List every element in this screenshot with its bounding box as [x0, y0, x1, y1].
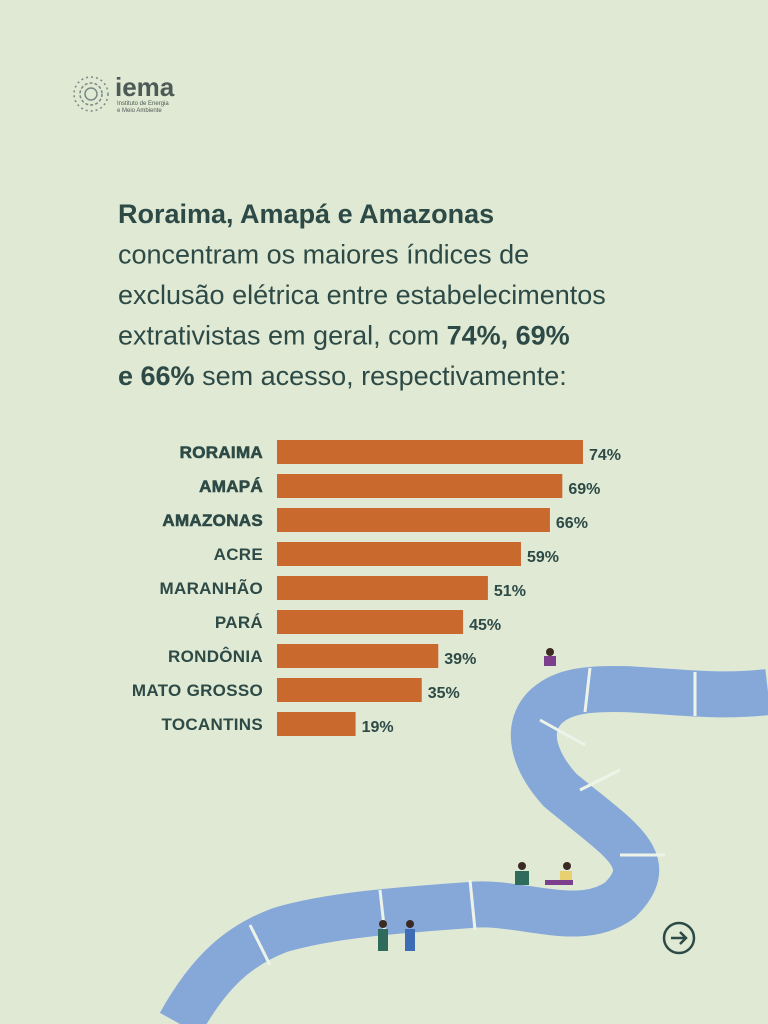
- bar: [277, 508, 550, 532]
- bar: [277, 474, 563, 498]
- bar-chart: RORAIMA 74% AMAPÁ 69% AMAZONAS 66% ACRE 59% MARA…: [132, 440, 621, 736]
- headline-line: extrativistas em geral, com 74%, 69%: [118, 321, 570, 351]
- headline-segment: exclusão elétrica entre estabelecimentos: [118, 280, 606, 310]
- bar: [277, 440, 583, 464]
- headline-line: Roraima, Amapá e Amazonas: [118, 199, 494, 229]
- category-label: TOCANTINS: [161, 715, 263, 734]
- category-label: RORAIMA: [180, 443, 263, 462]
- headline-line: concentram os maiores índices de: [118, 240, 529, 270]
- river: [159, 665, 768, 1024]
- headline-segment: Roraima, Amapá e Amazonas: [118, 199, 494, 229]
- headline-segment: e 66%: [118, 361, 195, 391]
- value-label: 59%: [527, 549, 559, 566]
- logo-subtitle: e Meio Ambiente: [117, 108, 162, 114]
- category-label: MARANHÃO: [160, 578, 263, 598]
- headline-segment: 74%, 69%: [447, 321, 570, 351]
- headline-line: e 66% sem acesso, respectivamente:: [118, 361, 567, 391]
- next-button[interactable]: [662, 921, 696, 955]
- category-label: AMAPÁ: [199, 477, 263, 496]
- category-label: MATO GROSSO: [132, 681, 263, 700]
- bar: [277, 576, 488, 600]
- headline-segment: extrativistas em geral, com: [118, 321, 447, 351]
- category-label: PARÁ: [215, 613, 263, 632]
- value-label: 35%: [428, 685, 460, 702]
- logo-mark: [73, 76, 109, 112]
- value-label: 51%: [494, 583, 526, 600]
- value-label: 45%: [469, 617, 501, 634]
- category-label: ACRE: [214, 545, 263, 564]
- bar: [277, 610, 464, 634]
- category-label: RONDÔNIA: [168, 647, 263, 666]
- people: [378, 648, 573, 951]
- bar: [277, 678, 422, 702]
- logo-name: iema: [115, 72, 175, 102]
- value-label: 39%: [444, 651, 476, 668]
- headline-line: exclusão elétrica entre estabelecimentos: [118, 280, 606, 310]
- value-label: 66%: [556, 515, 588, 532]
- headline-segment: sem acesso, respectivamente:: [195, 361, 567, 391]
- value-label: 74%: [589, 447, 621, 464]
- bar: [277, 542, 521, 566]
- value-label: 19%: [362, 719, 394, 736]
- value-label: 69%: [568, 481, 600, 498]
- headline: Roraima, Amapá e Amazonas concentram os m…: [118, 199, 606, 391]
- logo-subtitle: Instituto de Energia: [117, 101, 169, 107]
- headline-segment: concentram os maiores índices de: [118, 240, 529, 270]
- bar: [277, 712, 356, 736]
- category-label: AMAZONAS: [162, 511, 263, 530]
- bar: [277, 644, 439, 668]
